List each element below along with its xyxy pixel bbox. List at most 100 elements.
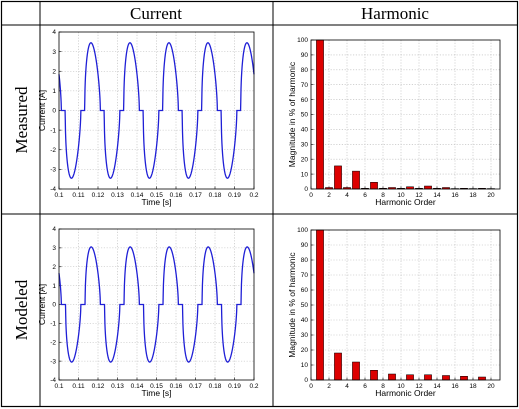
y-tick-label: 2 bbox=[52, 264, 56, 271]
x-tick-label: 6 bbox=[363, 383, 367, 390]
y-tick-label: 10 bbox=[301, 362, 309, 369]
harmonic-bar bbox=[478, 376, 486, 381]
y-tick-label: -1 bbox=[50, 127, 56, 134]
x-tick-label: 0.14 bbox=[131, 192, 144, 199]
current-waveform-line bbox=[58, 42, 255, 179]
x-tick-label: 14 bbox=[433, 383, 441, 390]
row-label-modeled: Modeled bbox=[12, 279, 31, 340]
x-tick-label: 16 bbox=[451, 192, 459, 199]
harmonic-bar bbox=[370, 182, 378, 190]
y-tick-label: 30 bbox=[301, 142, 309, 149]
y-tick-label: -2 bbox=[50, 147, 56, 154]
harmonic-bar bbox=[334, 352, 342, 381]
x-tick-label: 0.11 bbox=[72, 383, 85, 390]
current-waveform-line bbox=[58, 246, 255, 363]
measured-current-chart: 0.1 0.11 0.12 0.13 0.14 0.15 0.16 0.17 0.18 0.19 0… bbox=[37, 29, 259, 207]
y-tick-label: 50 bbox=[301, 302, 309, 309]
harmonic-bar bbox=[424, 185, 432, 190]
harmonic-bar bbox=[352, 170, 360, 190]
y-tick-label: 2 bbox=[52, 68, 56, 75]
x-tick-label: 18 bbox=[469, 192, 477, 199]
y-tick-label: 80 bbox=[301, 67, 309, 74]
x-tick-label: 0 bbox=[309, 192, 313, 199]
harmonic-bar bbox=[316, 39, 324, 190]
y-tick-label: 40 bbox=[301, 127, 309, 134]
y-tick-label: 100 bbox=[297, 37, 308, 44]
harmonic-bar bbox=[460, 376, 468, 381]
y-tick-label: -3 bbox=[50, 167, 56, 174]
y-tick-label: -2 bbox=[50, 339, 56, 346]
y-tick-label: 0 bbox=[304, 377, 308, 384]
x-tick-label: 8 bbox=[381, 383, 385, 390]
y-tick-label: 4 bbox=[52, 29, 56, 36]
x-tick-label: 0.15 bbox=[150, 192, 163, 199]
y-tick-label: 1 bbox=[52, 88, 56, 95]
x-tick-label: 0.17 bbox=[189, 192, 202, 199]
y-tick-label: 4 bbox=[52, 226, 56, 233]
x-tick-label: 0.16 bbox=[170, 383, 183, 390]
y-tick-label: -4 bbox=[50, 186, 56, 193]
x-tick-label: 0 bbox=[309, 383, 313, 390]
x-axis-label: Time [s] bbox=[142, 197, 172, 207]
y-tick-label: -4 bbox=[50, 377, 56, 384]
x-tick-label: 20 bbox=[487, 383, 495, 390]
y-tick-label: -1 bbox=[50, 321, 56, 328]
x-tick-label: 14 bbox=[433, 192, 441, 199]
y-tick-label: -3 bbox=[50, 358, 56, 365]
y-tick-label: 40 bbox=[301, 317, 309, 324]
x-tick-label: 20 bbox=[487, 192, 495, 199]
y-tick-label: 3 bbox=[52, 245, 56, 252]
x-tick-label: 0.12 bbox=[92, 383, 105, 390]
harmonic-bar bbox=[388, 373, 396, 381]
modeled-current-chart: 0.1 0.11 0.12 0.13 0.14 0.15 0.16 0.17 0.18 0.19 0… bbox=[37, 226, 259, 398]
x-tick-label: 0.14 bbox=[131, 383, 144, 390]
x-axis-label: Harmonic Order bbox=[375, 197, 436, 207]
harmonic-bar bbox=[442, 375, 450, 381]
y-tick-label: 0 bbox=[52, 302, 56, 309]
y-axis-label: Current [A] bbox=[37, 90, 47, 131]
x-tick-label: 0.18 bbox=[209, 192, 222, 199]
y-axis-label: Current [A] bbox=[37, 284, 47, 325]
harmonic-bar bbox=[406, 374, 414, 381]
x-tick-label: 8 bbox=[381, 192, 385, 199]
x-tick-label: 0.13 bbox=[111, 383, 124, 390]
harmonic-bar bbox=[370, 370, 378, 381]
x-tick-label: 12 bbox=[415, 383, 423, 390]
column-header-harmonic: Harmonic bbox=[361, 4, 429, 23]
y-tick-label: 80 bbox=[301, 257, 309, 264]
x-tick-label: 0.15 bbox=[150, 383, 163, 390]
x-tick-label: 0.19 bbox=[228, 192, 241, 199]
harmonic-bar bbox=[316, 229, 324, 381]
plot-frame bbox=[310, 229, 501, 381]
y-tick-label: 60 bbox=[301, 97, 309, 104]
x-tick-label: 0.19 bbox=[228, 383, 241, 390]
x-axis-label: Time [s] bbox=[142, 388, 172, 398]
x-tick-label: 0.18 bbox=[209, 383, 222, 390]
y-tick-label: 100 bbox=[297, 227, 308, 234]
y-tick-label: 30 bbox=[301, 332, 309, 339]
x-tick-label: 0.13 bbox=[111, 192, 124, 199]
x-tick-label: 2 bbox=[327, 192, 331, 199]
measured-harmonic-chart: 0 2 4 6 8 10 12 14 16 18 20 0 10 20 30 40 50 60 70 80 90 100 H… bbox=[287, 37, 501, 207]
x-tick-label: 0.12 bbox=[92, 192, 105, 199]
harmonic-bar bbox=[334, 165, 342, 190]
y-tick-label: 90 bbox=[301, 52, 309, 59]
harmonic-bar bbox=[352, 361, 360, 381]
x-tick-label: 0.2 bbox=[249, 383, 258, 390]
y-tick-label: 0 bbox=[52, 108, 56, 115]
row-label-measured: Measured bbox=[12, 86, 31, 154]
y-tick-label: 20 bbox=[301, 156, 309, 163]
y-tick-label: 70 bbox=[301, 272, 309, 279]
y-tick-label: 70 bbox=[301, 82, 309, 89]
modeled-harmonic-chart: 0 2 4 6 8 10 12 14 16 18 20 0 10 20 30 40 50 60 70 80 90 100 H… bbox=[287, 227, 501, 398]
x-tick-label: 12 bbox=[415, 192, 423, 199]
y-tick-label: 90 bbox=[301, 242, 309, 249]
plot-frame bbox=[58, 228, 255, 381]
y-tick-label: 60 bbox=[301, 287, 309, 294]
x-tick-label: 0.16 bbox=[170, 192, 183, 199]
x-tick-label: 10 bbox=[397, 192, 405, 199]
x-tick-label: 18 bbox=[469, 383, 477, 390]
plot-frame bbox=[58, 31, 255, 190]
